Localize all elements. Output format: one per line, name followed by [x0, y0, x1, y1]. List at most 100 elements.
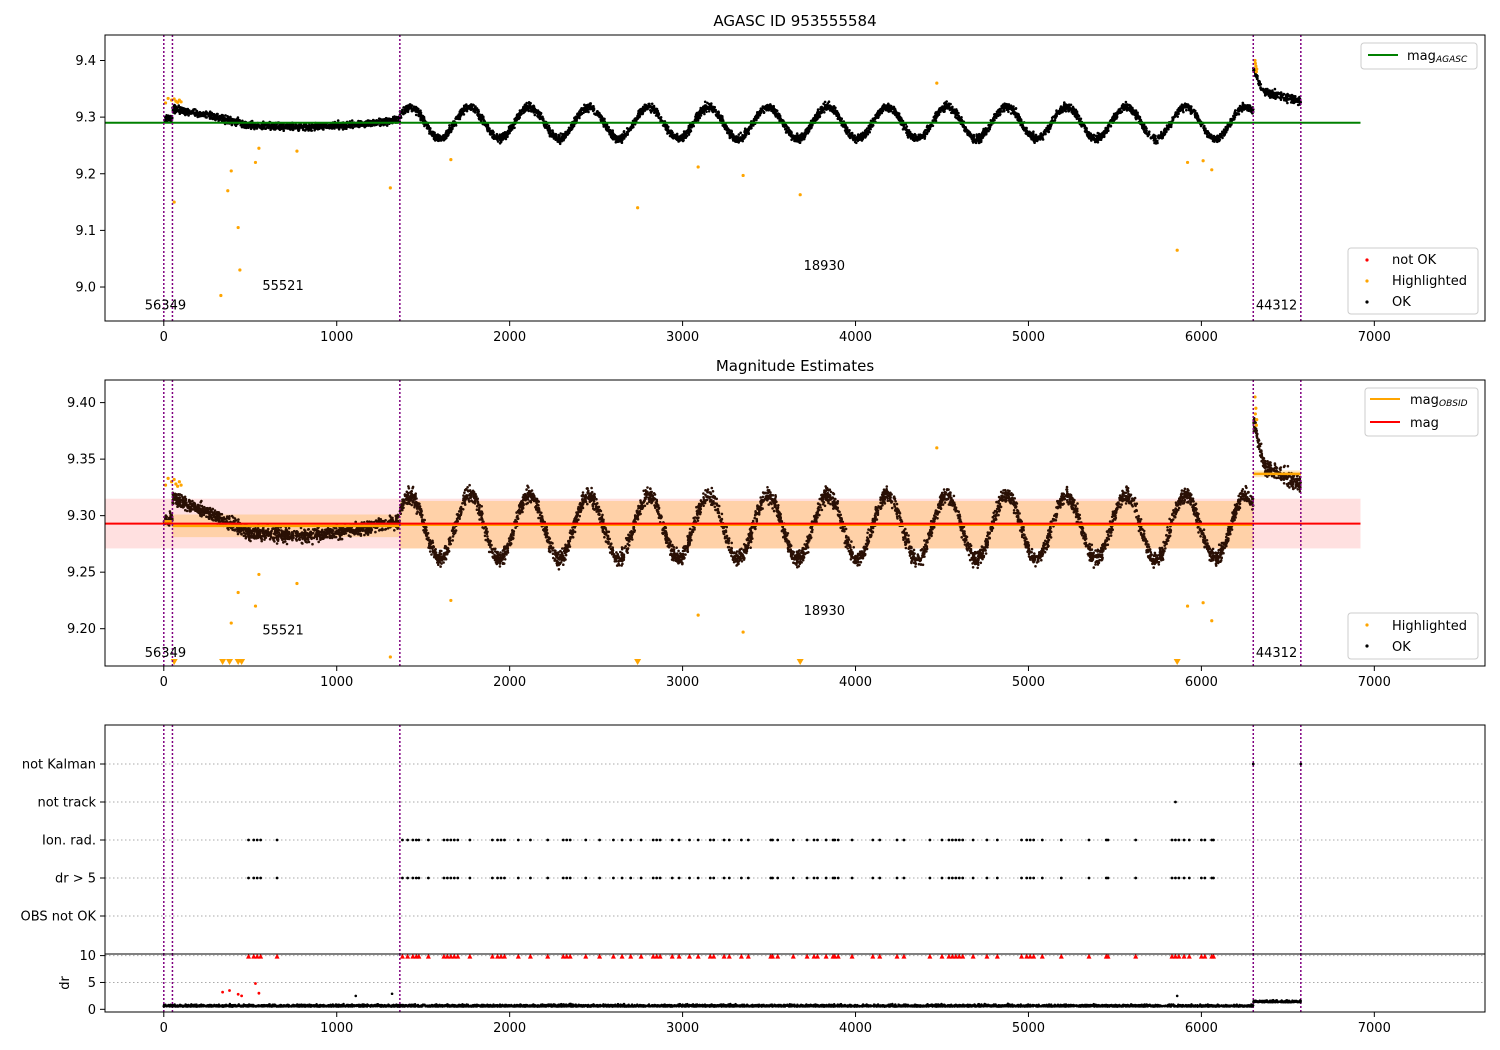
- agasc-ok-point: [196, 113, 200, 117]
- agasc-ok-point: [1055, 114, 1058, 117]
- agasc-ok-point: [1009, 112, 1013, 115]
- agasc-ok-point: [271, 125, 274, 129]
- agasc-ok-point: [236, 116, 240, 119]
- agasc-ok-point: [201, 114, 205, 117]
- agasc-ok-point: [458, 113, 461, 117]
- agasc-ok-point: [1055, 109, 1058, 112]
- agasc-ok-point: [1178, 107, 1181, 110]
- agasc-ok-point: [281, 124, 284, 127]
- agasc-ok-point: [350, 124, 354, 127]
- agasc-ok-point: [216, 115, 220, 118]
- agasc-ok-point: [379, 124, 383, 127]
- agasc-ok-point: [423, 124, 426, 128]
- agasc-ok-point: [275, 124, 278, 127]
- agasc-ok-point: [743, 127, 747, 130]
- agasc-ok-point: [249, 124, 252, 127]
- agasc-ok-point: [912, 137, 916, 141]
- agasc-ok-point: [491, 132, 495, 135]
- agasc-ok-point: [490, 129, 493, 133]
- agasc-ok-point: [1233, 115, 1237, 119]
- agasc-ok-point: [912, 135, 915, 138]
- agasc-ok-point: [448, 124, 451, 127]
- agasc-ok-point: [1054, 116, 1057, 120]
- agasc-ok-point: [1013, 112, 1016, 116]
- agasc-ok-point: [636, 114, 639, 118]
- agasc-ok-point: [214, 118, 217, 122]
- agasc-ok-point: [1019, 118, 1023, 121]
- agasc-ok-point: [241, 124, 244, 128]
- agasc-ok-point: [282, 127, 286, 130]
- agasc-ok-point: [587, 110, 590, 114]
- agasc-ok-point: [1185, 103, 1188, 106]
- agasc-ok-point: [369, 124, 373, 128]
- agasc-ok-point: [213, 115, 216, 118]
- agasc-ok-point: [533, 113, 537, 117]
- agasc-ok-point: [971, 139, 974, 143]
- agasc-ok-point: [798, 141, 802, 144]
- agasc-ok-point: [761, 109, 765, 112]
- agasc-ok-point: [306, 124, 310, 128]
- agasc-ok-point: [492, 136, 496, 139]
- agasc-ok-point: [333, 127, 336, 130]
- agasc-ok-point: [360, 124, 364, 127]
- agasc-ok-point: [1072, 107, 1075, 110]
- agasc-ok-point: [700, 111, 703, 115]
- agasc-ok-point: [482, 119, 486, 122]
- agasc-ok-point: [1050, 119, 1054, 122]
- agasc-ok-point: [326, 124, 330, 128]
- agasc-ok-point: [173, 108, 176, 112]
- agasc-ok-point: [350, 119, 354, 122]
- agasc-ok-point: [965, 130, 969, 133]
- agasc-ok-point: [385, 118, 388, 122]
- agasc-ok-point: [377, 117, 381, 120]
- agasc-ok-point: [346, 124, 350, 127]
- agasc-ok-point: [734, 140, 738, 143]
- agasc-ok-point: [1160, 130, 1163, 134]
- agasc-ok-point: [737, 133, 741, 136]
- agasc-ok-point: [178, 112, 182, 115]
- agasc-ok-point: [1124, 100, 1128, 104]
- agasc-ok-point: [925, 131, 929, 135]
- agasc-ok-point: [610, 129, 614, 133]
- agasc-ok-point: [753, 115, 757, 119]
- agasc-ok-point: [366, 123, 370, 127]
- agasc-ok-point: [279, 127, 282, 131]
- agasc-ok-point: [717, 110, 720, 113]
- agasc-ok-point: [220, 113, 224, 117]
- agasc-ok-point: [289, 128, 292, 131]
- agasc-ok-point: [1194, 112, 1197, 116]
- agasc-ok-point: [1074, 108, 1078, 112]
- agasc-ok-point: [363, 125, 367, 129]
- agasc-ok-point: [340, 126, 343, 129]
- agasc-ok-point: [253, 127, 256, 131]
- agasc-ok-point: [858, 136, 862, 139]
- agasc-ok-point: [343, 127, 347, 130]
- agasc-ok-point: [606, 127, 609, 131]
- agasc-ok-point: [786, 130, 789, 134]
- agasc-ok-point: [173, 111, 177, 115]
- agasc-ok-point: [771, 110, 775, 113]
- agasc-ok-point: [268, 125, 272, 128]
- agasc-ok-point: [816, 108, 820, 111]
- agasc-ok-point: [220, 119, 224, 123]
- agasc-ok-point: [924, 128, 927, 132]
- panel-agasc: AGASC ID 953555584 56349555211893044312 …: [75, 12, 1486, 345]
- agasc-ok-point: [1014, 107, 1018, 110]
- agasc-ok-point: [1247, 104, 1251, 107]
- agasc-ok-point: [164, 115, 167, 119]
- agasc-ok-point: [287, 126, 291, 129]
- agasc-ok-point: [461, 112, 465, 116]
- agasc-ok-point: [629, 128, 632, 132]
- agasc-ok-point: [225, 119, 228, 122]
- agasc-ok-point: [394, 119, 398, 122]
- agasc-ok-point: [1234, 109, 1237, 112]
- agasc-ok-point: [606, 125, 610, 129]
- agasc-ok-point: [1142, 124, 1146, 128]
- agasc-ok-point: [1107, 125, 1110, 129]
- panel-agasc-title: AGASC ID 953555584: [713, 12, 876, 30]
- agasc-ok-point: [1182, 104, 1186, 108]
- agasc-ok-point: [205, 116, 208, 119]
- agasc-ok-point: [855, 141, 858, 145]
- agasc-ok-point: [706, 101, 709, 105]
- agasc-ok-point: [292, 126, 296, 129]
